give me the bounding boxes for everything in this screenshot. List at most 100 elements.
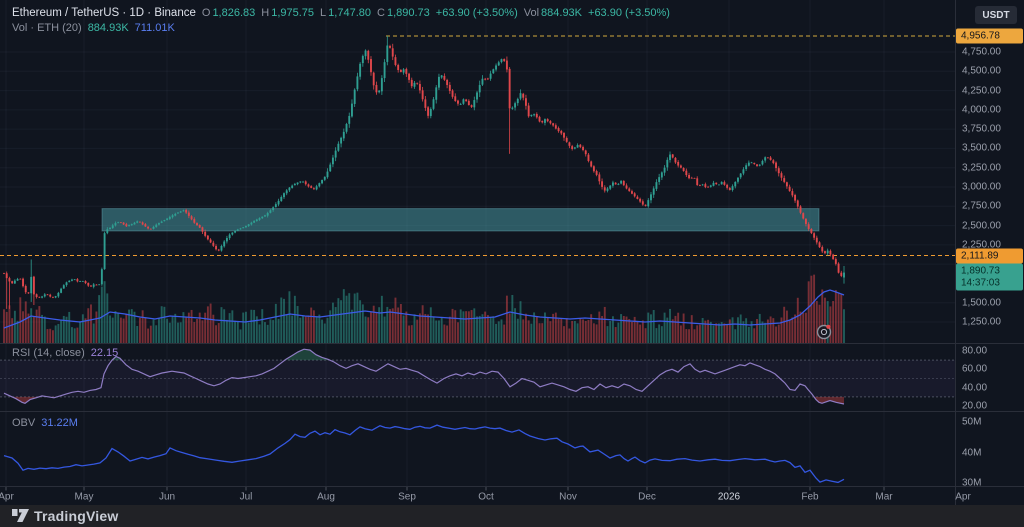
candle-body — [818, 242, 821, 248]
volume-bar — [11, 318, 14, 343]
volume-bar — [100, 286, 103, 343]
volume-bar — [712, 325, 715, 343]
candle-body — [804, 218, 807, 224]
volume-bar — [538, 323, 541, 343]
volume-bar — [117, 313, 120, 343]
candle-body — [609, 185, 612, 189]
time-axis-label: Mar — [875, 491, 893, 503]
volume-bar — [209, 303, 212, 343]
volume-bar — [465, 311, 468, 343]
obv-legend[interactable]: OBV 31.22M — [12, 418, 78, 429]
time-axis-label: Oct — [478, 491, 494, 503]
candle-body — [745, 165, 748, 169]
symbol-legend[interactable]: Ethereum / TetherUS · 1D · Binance O 1,82… — [12, 7, 670, 20]
volume-bar — [481, 314, 484, 343]
close-key: C — [377, 7, 385, 20]
volume-bar — [196, 318, 198, 343]
candle-body — [663, 167, 666, 173]
volume-indicator-legend[interactable]: Vol · ETH (20) 884.93K 711.01K — [12, 23, 175, 34]
price-axis-tick: 2,500.00 — [962, 220, 1001, 232]
candle-body — [367, 50, 370, 60]
candle-body — [587, 154, 590, 161]
candles-layer — [3, 36, 845, 309]
volume-bar — [204, 312, 207, 343]
volume-bar — [679, 325, 682, 343]
candle-body — [465, 99, 468, 102]
volume-bar — [560, 318, 563, 343]
volume-bar — [27, 313, 30, 343]
volume-bar — [590, 314, 593, 343]
volume-bar — [310, 307, 313, 343]
candle-body — [288, 187, 291, 191]
candle-body — [114, 223, 117, 226]
volume-bar — [715, 323, 718, 343]
candle-body — [152, 226, 155, 229]
candle-body — [380, 78, 383, 92]
candle-body — [421, 90, 424, 100]
volume-bar — [179, 322, 182, 343]
last-bar-marker[interactable] — [816, 324, 832, 340]
volume-bar — [576, 323, 579, 343]
price-axis-tick: 4,750.00 — [962, 46, 1001, 58]
candle-body — [440, 75, 443, 78]
volume-bar — [783, 306, 786, 343]
volume-bar — [503, 324, 506, 343]
volume-bar — [622, 315, 625, 343]
candle-body — [196, 223, 198, 226]
rsi-legend[interactable]: RSI (14, close) 22.15 — [12, 348, 118, 359]
candle-body — [777, 168, 780, 174]
candle-body — [796, 200, 799, 207]
candle-body — [522, 93, 525, 98]
volume-bar — [79, 321, 82, 343]
candle-body — [149, 228, 152, 230]
tradingview-wordmark[interactable]: TradingView — [34, 508, 119, 524]
candle-body — [590, 161, 593, 167]
volume-bar — [544, 312, 546, 343]
volume-bar — [51, 330, 54, 343]
volume-bar — [824, 297, 826, 343]
candle-body — [815, 237, 818, 243]
candle-body — [772, 160, 775, 164]
volume-bar — [391, 308, 394, 343]
volume-bar — [440, 316, 443, 343]
supply-zone-box[interactable] — [101, 208, 820, 232]
volume-bar — [769, 316, 772, 343]
candle-body — [46, 294, 49, 296]
volume-bar — [244, 311, 247, 343]
candle-body — [704, 184, 707, 188]
candle-body — [758, 164, 761, 166]
volume-bar — [312, 310, 315, 343]
candle-body — [843, 272, 845, 278]
candle-body — [41, 296, 44, 298]
tradingview-logo-icon[interactable] — [12, 509, 29, 522]
volume-bar — [682, 313, 685, 343]
volume-bar — [756, 319, 758, 343]
candle-body — [228, 234, 231, 239]
candle-body — [785, 182, 788, 187]
candle-body — [690, 177, 693, 179]
volume-bar — [614, 327, 617, 343]
candle-body — [274, 204, 277, 208]
candle-body — [236, 229, 239, 231]
volume-bar — [495, 323, 497, 343]
candle-body — [821, 247, 824, 252]
candle-body — [98, 284, 101, 286]
ath-price-label: 4,956.78 — [956, 28, 1023, 44]
volume-bar — [514, 308, 517, 343]
candle-body — [255, 219, 258, 222]
candle-body — [410, 79, 413, 87]
candle-body — [652, 188, 655, 195]
volume-bar — [745, 318, 748, 343]
candle-body — [832, 254, 835, 260]
volume-bar — [641, 320, 644, 343]
symbol-title[interactable]: Ethereum / TetherUS · 1D · Binance — [12, 7, 196, 19]
volume-bar — [87, 308, 90, 343]
candle-body — [424, 99, 427, 108]
volume-bar — [737, 317, 739, 343]
volume-bar — [356, 292, 359, 343]
volume-bar — [652, 310, 655, 343]
time-axis-label: Feb — [801, 491, 819, 503]
currency-toggle-button[interactable]: USDT — [975, 6, 1017, 24]
candle-body — [611, 182, 614, 186]
